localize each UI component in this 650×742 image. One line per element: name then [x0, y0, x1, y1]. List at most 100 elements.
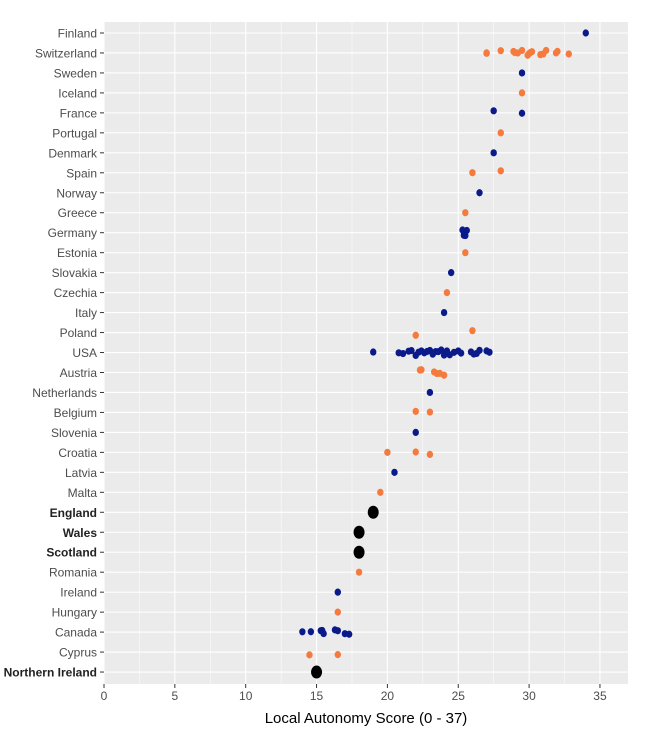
x-tick-label: 30 [522, 689, 536, 703]
data-point-belgium [412, 407, 419, 415]
data-point-austria [418, 366, 425, 374]
y-tick-label-cyprus: Cyprus [59, 646, 97, 660]
data-point-hungary [334, 608, 342, 616]
data-point-england [367, 505, 379, 519]
data-point-switzerland [528, 48, 536, 56]
data-point-switzerland [483, 49, 490, 57]
data-point-czechia [443, 289, 451, 297]
y-tick-label-scotland: Scotland [46, 546, 97, 560]
data-point-italy [440, 308, 448, 317]
y-tick-label-iceland: Iceland [58, 86, 97, 100]
data-point-poland [469, 327, 476, 335]
data-point-netherlands [426, 388, 434, 397]
y-tick-label-italy: Italy [75, 306, 97, 320]
data-point-spain [469, 169, 476, 177]
y-tick-label-estonia: Estonia [57, 246, 97, 260]
data-point-sweden [518, 69, 526, 77]
data-point-denmark [490, 149, 497, 157]
x-tick-label: 15 [310, 689, 324, 703]
y-tick-label-france: France [60, 106, 98, 120]
x-tick-label: 0 [101, 689, 108, 703]
y-tick-label-belgium: Belgium [54, 406, 97, 420]
y-tick-label-hungary: Hungary [52, 606, 97, 620]
y-tick-label-northern-ireland: Northern Ireland [4, 666, 97, 680]
data-point-canada [334, 627, 342, 635]
x-tick-label: 20 [381, 689, 395, 703]
data-point-switzerland [542, 46, 550, 55]
data-point-usa [370, 348, 377, 356]
data-point-austria [440, 371, 448, 379]
y-tick-label-sweden: Sweden [54, 66, 97, 80]
data-point-slovenia [412, 428, 419, 436]
y-tick-label-portugal: Portugal [52, 126, 97, 140]
data-point-estonia [462, 249, 469, 257]
data-point-finland [582, 29, 589, 37]
data-point-usa [476, 346, 483, 354]
data-point-cyprus [334, 651, 342, 659]
data-point-canada [299, 628, 306, 636]
y-tick-label-germany: Germany [48, 226, 97, 240]
y-tick-label-greece: Greece [58, 206, 98, 220]
data-point-croatia [412, 448, 419, 456]
data-point-iceland [518, 89, 526, 97]
data-point-canada [307, 628, 315, 636]
data-point-norway [476, 189, 483, 197]
x-axis-title: Local Autonomy Score (0 - 37) [265, 710, 468, 727]
data-point-northern-ireland [311, 665, 323, 679]
major-gridlines [103, 22, 628, 684]
x-tick-label: 5 [172, 689, 179, 703]
data-point-canada [320, 629, 327, 638]
data-point-slovakia [447, 269, 455, 277]
y-tick-label-norway: Norway [56, 186, 97, 200]
data-point-spain [497, 167, 504, 175]
y-tick-label-slovakia: Slovakia [52, 266, 98, 280]
data-point-ireland [334, 588, 342, 596]
data-point-france [490, 107, 497, 115]
data-point-latvia [391, 468, 398, 476]
y-tick-label-switzerland: Switzerland [35, 46, 97, 60]
data-point-greece [462, 209, 469, 217]
y-tick-label-finland: Finland [58, 27, 97, 41]
y-tick-label-denmark: Denmark [48, 146, 98, 160]
x-tick-label: 35 [593, 689, 607, 703]
data-point-usa [399, 349, 407, 358]
data-point-wales [353, 525, 365, 539]
data-point-poland [412, 331, 419, 339]
data-point-germany [460, 228, 468, 236]
data-point-portugal [497, 129, 504, 137]
y-tick-label-england: England [50, 506, 97, 520]
data-point-switzerland [518, 46, 526, 55]
y-tick-label-canada: Canada [55, 626, 97, 640]
data-point-france [518, 109, 526, 117]
data-point-croatia [426, 450, 434, 459]
data-point-switzerland [497, 47, 504, 55]
data-point-croatia [384, 448, 391, 456]
data-point-malta [377, 488, 384, 496]
data-point-scotland [353, 545, 365, 559]
y-tick-label-poland: Poland [60, 326, 97, 340]
x-tick-label: 25 [452, 689, 466, 703]
y-tick-label-czechia: Czechia [54, 286, 98, 300]
y-tick-label-croatia: Croatia [58, 446, 97, 460]
y-tick-label-austria: Austria [60, 366, 98, 380]
data-point-canada [345, 630, 353, 638]
y-tick-label-spain: Spain [66, 166, 97, 180]
x-axis-ticks: 0 5 10 15 20 25 30 35 [101, 684, 607, 703]
data-point-usa [457, 349, 465, 357]
y-axis-labels: Finland Switzerland Sweden Iceland France Por… [4, 27, 104, 680]
y-tick-label-usa: USA [72, 346, 97, 360]
data-point-switzerland [554, 47, 561, 55]
y-tick-label-latvia: Latvia [65, 466, 97, 480]
x-tick-label: 10 [239, 689, 253, 703]
data-point-romania [355, 568, 363, 576]
y-tick-label-netherlands: Netherlands [32, 386, 97, 400]
data-point-usa [486, 348, 493, 356]
data-points [299, 29, 589, 679]
y-tick-label-wales: Wales [63, 526, 98, 540]
y-tick-label-slovenia: Slovenia [51, 426, 97, 440]
data-point-belgium [426, 408, 434, 416]
y-tick-label-romania: Romania [49, 566, 97, 580]
data-point-cyprus [306, 651, 313, 659]
